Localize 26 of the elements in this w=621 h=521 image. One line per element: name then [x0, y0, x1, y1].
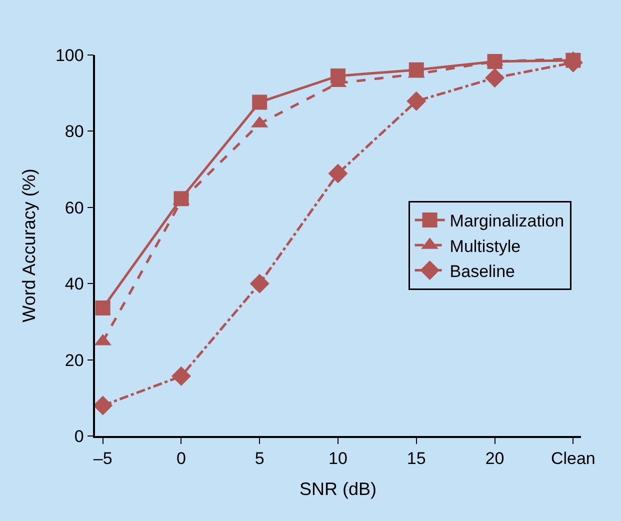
y-tick-label: 60 — [64, 198, 84, 218]
point — [252, 94, 268, 110]
legend-label: Multistyle — [450, 236, 521, 256]
x-tick-label: 10 — [328, 449, 348, 468]
point — [406, 91, 426, 111]
x-axis-title: SNR (dB) — [299, 478, 377, 499]
x-tick-label: –5 — [93, 449, 112, 468]
x-tick-label: Clean — [550, 449, 596, 468]
y-tick-label: 20 — [64, 350, 84, 370]
x-tick-label: 20 — [485, 449, 504, 468]
point — [95, 300, 110, 316]
y-tick-label: 80 — [64, 122, 84, 142]
point — [171, 366, 191, 386]
x-tick-label: 0 — [176, 449, 186, 468]
point — [250, 274, 270, 294]
point — [485, 68, 505, 88]
y-tick-label: 100 — [55, 46, 84, 65]
x-tick-label: 5 — [254, 449, 264, 468]
y-axis-title: Word Accuracy (%) — [19, 168, 40, 322]
point — [93, 396, 113, 416]
point — [328, 164, 348, 184]
x-tick-label: 15 — [406, 449, 426, 468]
legend-label: Baseline — [450, 262, 515, 281]
legend-label: Marginalization — [450, 212, 564, 231]
y-tick-label: 0 — [74, 426, 84, 446]
y-tick-label: 40 — [64, 274, 84, 294]
